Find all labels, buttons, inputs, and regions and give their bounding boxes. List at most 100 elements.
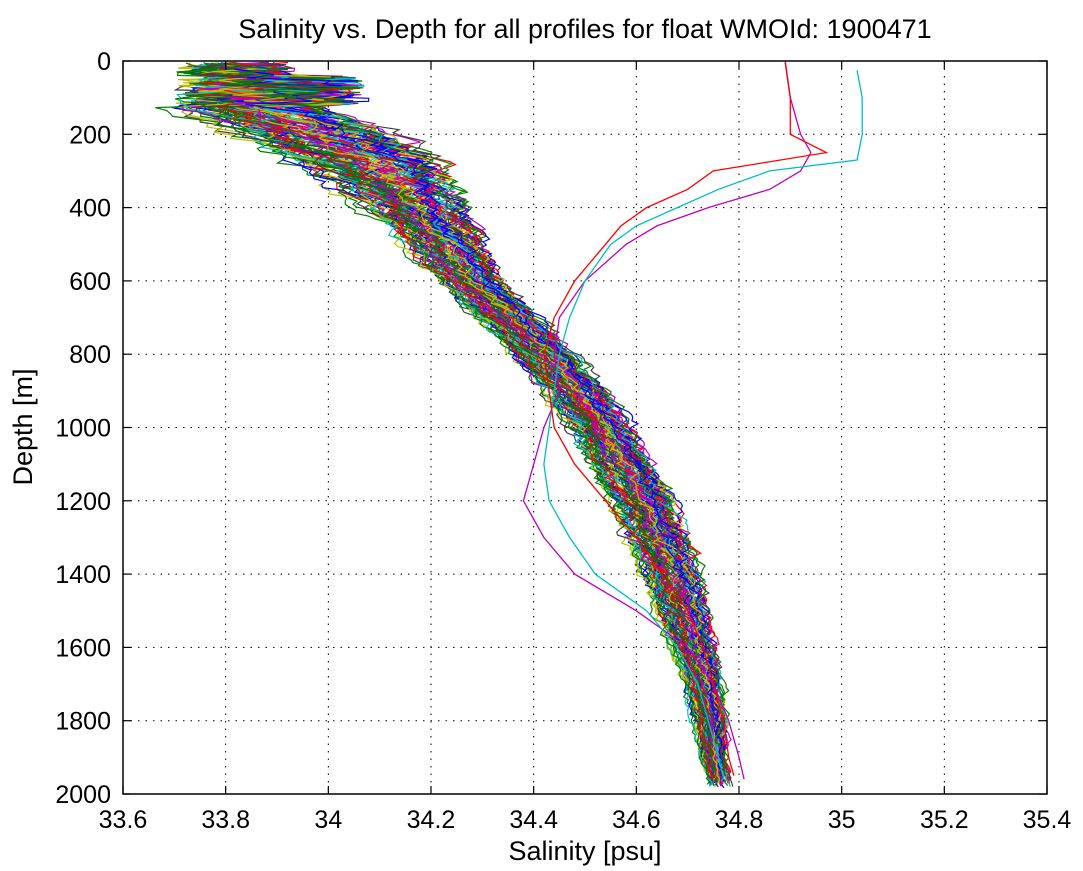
x-tick-label: 35.2 [920,806,969,834]
salinity-profile-line [200,66,715,772]
y-tick-label: 200 [69,121,111,149]
x-tick-label: 35 [828,806,856,834]
salinity-profile-line [230,61,728,779]
salinity-profile-line [200,63,716,771]
salinity-profile-line [187,64,715,776]
y-tick-label: 800 [69,341,111,369]
salinity-profile-line [211,68,722,773]
salinity-profile-line [212,65,722,785]
salinity-profile-line [228,67,730,781]
salinity-profile-line [200,64,715,776]
salinity-profile-line [203,62,720,779]
salinity-profile-line [225,63,726,774]
y-axis-label: Depth [m] [8,368,38,485]
salinity-profile-line [234,61,732,782]
salinity-profile-line [207,64,719,772]
salinity-profile-line [214,65,724,785]
x-tick-label: 35.4 [1023,806,1072,834]
x-axis-label: Salinity [psu] [508,836,661,866]
salinity-profile-line [222,62,732,773]
salinity-profile-line [222,67,732,781]
salinity-profile-line [190,65,718,779]
x-tick-label: 34.2 [407,806,456,834]
salinity-profile-line [223,65,724,779]
salinity-profile-line [213,66,729,781]
salinity-profile-line [209,67,722,772]
salinity-profile-line [213,62,726,770]
salinity-profile-line [234,68,724,773]
salinity-profile-line [219,67,716,784]
salinity-profile-line [203,68,716,770]
salinity-profile-line [195,61,713,776]
x-tick-label: 34.8 [715,806,764,834]
salinity-profile-line [218,63,726,775]
y-tick-label: 1400 [55,561,111,589]
salinity-profile-line [176,64,714,787]
salinity-profile-line [205,65,724,785]
salinity-profile-line [193,66,712,771]
salinity-profile-line [189,67,712,778]
salinity-profile-line [217,67,729,784]
salinity-profile-line [184,65,711,773]
salinity-profile-line [190,68,712,779]
salinity-profile-line [201,68,720,773]
salinity-profile-line [218,68,726,773]
salinity-profile-line [211,68,722,779]
salinity-profile-line [245,68,731,774]
salinity-profile-line [220,62,728,782]
salinity-profile-line [205,62,718,771]
salinity-profile-line [196,67,719,779]
salinity-profile-line [197,61,722,779]
chart-title: Salinity vs. Depth for all profiles for … [238,14,931,44]
salinity-profile-line [198,62,719,786]
salinity-profile-line [217,63,725,783]
salinity-profile-line [227,65,722,779]
profile-lines [155,60,863,789]
x-tick-label: 33.6 [99,806,148,834]
salinity-profile-line [212,63,721,780]
salinity-profile-line [210,66,719,775]
salinity-profile-line [212,62,725,779]
axis-ticks: 33.6 33.8 34 34.2 34.4 34.6 34.8 35 35.2 35.4 0 200… [55,48,1071,834]
salinity-profile-line [215,66,726,783]
salinity-profile-line [208,66,721,771]
salinity-profile-line [206,66,714,771]
salinity-profile-line [231,65,728,776]
y-tick-label: 0 [97,48,111,76]
y-tick-label: 1200 [55,488,111,516]
salinity-profile-line [211,68,724,785]
salinity-profile-line [200,67,719,775]
x-tick-label: 33.8 [201,806,250,834]
salinity-profile-line [206,65,721,779]
y-tick-label: 1800 [55,708,111,736]
y-tick-label: 2000 [55,781,111,809]
outlier-profile-line [543,70,863,780]
salinity-profile-line [197,67,720,779]
salinity-profile-line [235,67,729,778]
salinity-profile-line [176,62,711,785]
salinity-profile-line [225,63,725,783]
salinity-profile-line [192,65,715,782]
salinity-profile-line [207,62,723,785]
outlier-profile-line [522,60,812,780]
y-tick-label: 1600 [55,634,111,662]
x-tick-label: 34.6 [612,806,661,834]
salinity-profile-line [195,64,714,773]
x-tick-label: 34 [314,806,342,834]
salinity-profile-line [206,62,720,786]
salinity-profile-line [199,66,715,772]
salinity-profile-line [211,64,719,787]
salinity-profile-line [216,66,725,789]
x-tick-label: 34.4 [509,806,558,834]
salinity-profile-line [224,64,730,784]
salinity-profile-line [184,67,714,779]
salinity-profile-line [223,63,731,785]
salinity-profile-line [224,63,730,787]
salinity-profile-line [220,65,730,777]
salinity-profile-line [202,64,718,784]
salinity-profile-line [210,64,718,778]
salinity-profile-line [194,62,717,782]
outlier-profile-line [543,62,829,776]
